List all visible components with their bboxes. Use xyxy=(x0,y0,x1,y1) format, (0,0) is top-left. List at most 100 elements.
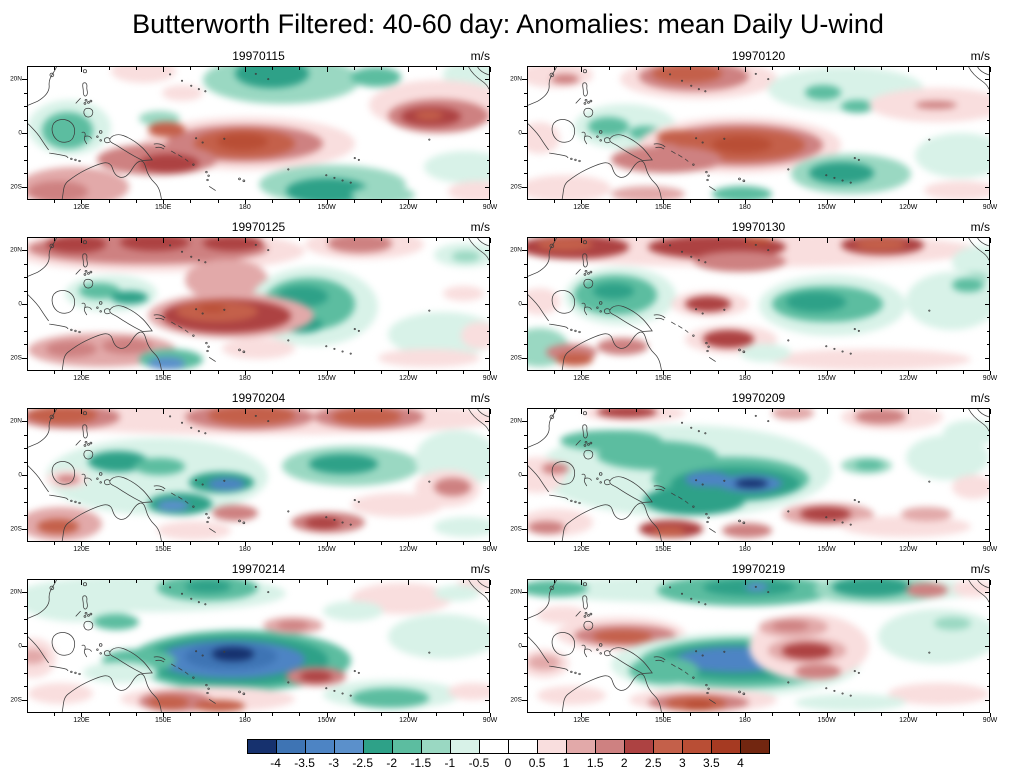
lon-label: 120W xyxy=(899,546,918,553)
lat-label: 20N xyxy=(10,75,22,83)
lon-label: 150E xyxy=(154,375,172,382)
lon-label: 120E xyxy=(573,546,590,553)
anomaly-blob xyxy=(147,696,190,710)
panel-units-label: m/s xyxy=(470,49,490,63)
anomaly-blob xyxy=(461,322,489,349)
lon-label: 90W xyxy=(482,375,498,382)
map-area: 20N 0 20S xyxy=(510,408,991,546)
map-panel-19970204: 19970204 m/s 20N 0 20S 120E 150E 180 150W 120W 90… xyxy=(10,388,497,559)
colorbar-segment xyxy=(507,740,537,753)
anomaly-blob xyxy=(157,521,231,540)
anomaly-blob xyxy=(855,460,883,470)
anomaly-blob xyxy=(447,180,489,199)
panel-date: 19970125 xyxy=(231,220,286,234)
colorbar-segment xyxy=(247,740,276,753)
anomaly-blob xyxy=(110,67,176,83)
lon-label: 180 xyxy=(239,717,251,724)
anomaly-blob xyxy=(799,506,851,522)
anomaly-blob xyxy=(207,477,245,490)
lon-label: 120E xyxy=(73,717,90,724)
anomaly-blob xyxy=(528,175,611,199)
anomaly-blob xyxy=(906,582,948,598)
anomaly-blob xyxy=(286,177,370,199)
anomaly-blob xyxy=(924,180,989,199)
colorbar-segment xyxy=(594,740,624,753)
lon-label: 120E xyxy=(73,204,90,211)
map-area: 20N 0 20S xyxy=(10,408,491,546)
anomaly-blob xyxy=(323,601,383,621)
colorbar-tick-label: -0.5 xyxy=(468,756,490,770)
colorbar-tick-label: 4 xyxy=(737,756,744,770)
panel-header: 19970214 m/s xyxy=(27,559,490,579)
anomaly-blob xyxy=(684,701,713,711)
lon-label: 90W xyxy=(482,204,498,211)
anomaly-blob xyxy=(447,682,489,701)
anomaly-blob xyxy=(795,664,842,679)
anomaly-blob xyxy=(712,135,773,153)
lon-label: 90W xyxy=(982,546,998,553)
map-panel-19970130: 19970130 m/s 20N 0 20S 120E 150E 180 150W 120W 90… xyxy=(510,217,997,388)
lon-label: 150E xyxy=(654,717,672,724)
map-frame xyxy=(27,237,490,371)
lat-label: 20S xyxy=(10,354,22,362)
panel-units-label: m/s xyxy=(970,49,990,63)
colorbar: -4 -3.5 -3 -2.5 -2 -1.5 -1 -0.5 0 0.5 1 1.5 2 2.5 3 3.5… xyxy=(246,739,770,770)
lat-label: 20S xyxy=(510,354,522,362)
lon-tick xyxy=(490,238,491,243)
anomaly-blob xyxy=(433,517,489,538)
panel-date: 19970214 xyxy=(231,562,286,576)
anomaly-blob xyxy=(120,238,190,252)
panel-date: 19970209 xyxy=(731,391,786,405)
lat-label: 20N xyxy=(510,588,522,596)
map-panel-19970219: 19970219 m/s 20N 0 20S 120E 150E 180 150W 120W 90… xyxy=(510,559,997,730)
anomaly-blob xyxy=(433,477,471,497)
lon-label: 90W xyxy=(482,717,498,724)
lat-label: 0 xyxy=(518,129,522,137)
anomaly-blob xyxy=(528,288,561,315)
anomaly-blob xyxy=(712,185,773,199)
anomaly-blob xyxy=(878,609,989,665)
anomaly-field xyxy=(28,67,489,199)
colorbar-tick-label: -3.5 xyxy=(294,756,315,770)
lon-label: 120W xyxy=(399,204,418,211)
anomaly-blob xyxy=(740,343,791,363)
lon-labels-row: 120E 150E 180 150W 120W 90W xyxy=(27,371,497,388)
coastline-map xyxy=(528,409,989,541)
anomaly-blob xyxy=(610,146,722,173)
lat-label: 20N xyxy=(510,75,522,83)
lon-labels-row: 120E 150E 180 150W 120W 90W xyxy=(527,713,997,730)
anomaly-blob xyxy=(327,238,393,253)
colorbar-segment xyxy=(391,740,421,753)
colorbar-tick-label: -1.5 xyxy=(410,756,432,770)
lon-label: 180 xyxy=(739,717,751,724)
anomaly-blob xyxy=(652,526,685,538)
map-panel-19970209: 19970209 m/s 20N 0 20S 120E 150E 180 150W 120W 90… xyxy=(510,388,997,559)
colorbar-segment xyxy=(681,740,711,753)
anomaly-blob xyxy=(433,585,480,602)
anomaly-blob xyxy=(781,643,833,660)
coastline-map xyxy=(28,409,489,541)
anomaly-blob xyxy=(643,485,745,515)
colorbar-tick-label: 0 xyxy=(504,756,512,770)
coastline-map xyxy=(528,238,989,370)
colorbar-tick-label: 3.5 xyxy=(703,756,720,770)
lat-label: 0 xyxy=(518,300,522,308)
anomaly-blob xyxy=(387,614,489,660)
lon-tick xyxy=(990,238,991,243)
anomaly-blob xyxy=(442,285,485,302)
anomaly-blob xyxy=(887,682,989,706)
lon-labels-row: 120E 150E 180 150W 120W 90W xyxy=(27,200,497,217)
colorbar-segment xyxy=(304,740,334,753)
anomaly-blob xyxy=(721,522,773,539)
anomaly-blob xyxy=(952,277,985,293)
anomaly-blob xyxy=(217,133,268,151)
anomaly-blob xyxy=(657,130,699,144)
map-area: 20N 0 20S xyxy=(10,579,491,717)
anomaly-blob xyxy=(652,67,722,83)
anomaly-blob xyxy=(855,238,906,252)
lon-label: 120W xyxy=(399,717,418,724)
map-area: 20N 0 20S xyxy=(510,237,991,375)
lon-label: 120E xyxy=(573,375,590,382)
lat-label: 0 xyxy=(518,471,522,479)
map-frame xyxy=(527,237,990,371)
